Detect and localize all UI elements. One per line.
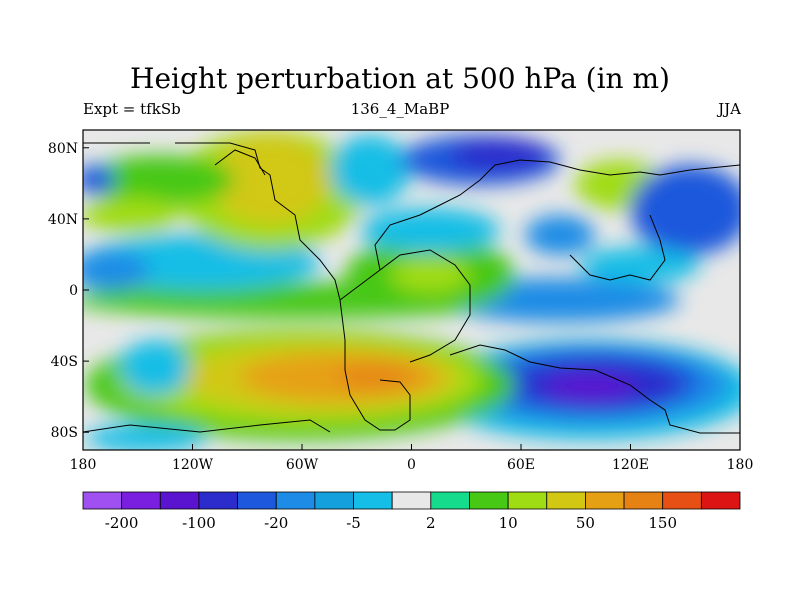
y-axis-ticks: 80N 40N 0 40S 80S xyxy=(48,141,89,441)
colorbar-label: 2 xyxy=(426,514,436,532)
colorbar-swatch xyxy=(623,491,664,510)
colorbar-label: 10 xyxy=(499,514,518,532)
colorbar-swatch xyxy=(314,491,354,510)
x-tick-label: 120E xyxy=(612,457,649,473)
colorbar-swatch xyxy=(198,491,238,510)
x-tick-label: 180 xyxy=(727,457,754,473)
colorbar-swatch xyxy=(507,491,548,510)
x-tick-label: 120W xyxy=(172,457,214,473)
colorbar-swatch xyxy=(662,491,702,510)
x-axis-ticks: 180 120W 60W 0 60E 120E 180 xyxy=(70,444,754,473)
y-tick-label: 80S xyxy=(51,425,78,441)
colorbar-label: -200 xyxy=(105,514,139,532)
colorbar-swatch xyxy=(237,491,277,510)
colorbar-swatch xyxy=(430,491,470,510)
colorbar-swatch xyxy=(469,491,509,510)
experiment-label: Expt = tfkSb xyxy=(83,100,181,118)
chart-title: Height perturbation at 500 hPa (in m) xyxy=(130,62,670,95)
colorbar-label: -20 xyxy=(264,514,288,532)
colorbar-swatch xyxy=(700,491,741,510)
colorbar-swatch xyxy=(121,491,161,510)
x-tick-label: 180 xyxy=(70,457,97,473)
x-tick-label: 0 xyxy=(407,457,416,473)
y-tick-label: 0 xyxy=(69,283,78,299)
colorbar-swatch xyxy=(353,491,393,510)
colorbar-swatch xyxy=(82,491,123,510)
colorbar-swatch xyxy=(391,491,432,510)
case-label: 136_4_MaBP xyxy=(350,100,450,118)
coastline-outline xyxy=(82,142,741,434)
colorbar-label: -5 xyxy=(346,514,361,532)
x-tick-label: 60E xyxy=(507,457,535,473)
y-tick-label: 80N xyxy=(48,141,78,157)
y-tick-label: 40N xyxy=(48,212,78,228)
colorbar-swatch xyxy=(275,491,316,510)
y-tick-label: 40S xyxy=(51,354,78,370)
contour-field xyxy=(83,130,740,450)
colorbar: -200 -100 -20 -5 2 10 50 150 xyxy=(82,491,741,532)
colorbar-label: 150 xyxy=(648,514,677,532)
season-label: JJA xyxy=(718,100,741,118)
colorbar-label: 50 xyxy=(576,514,595,532)
colorbar-swatch xyxy=(546,491,586,510)
colorbar-label: -100 xyxy=(182,514,216,532)
colorbar-swatch xyxy=(585,491,625,510)
x-tick-label: 60W xyxy=(286,457,319,473)
colorbar-swatch xyxy=(159,491,200,510)
